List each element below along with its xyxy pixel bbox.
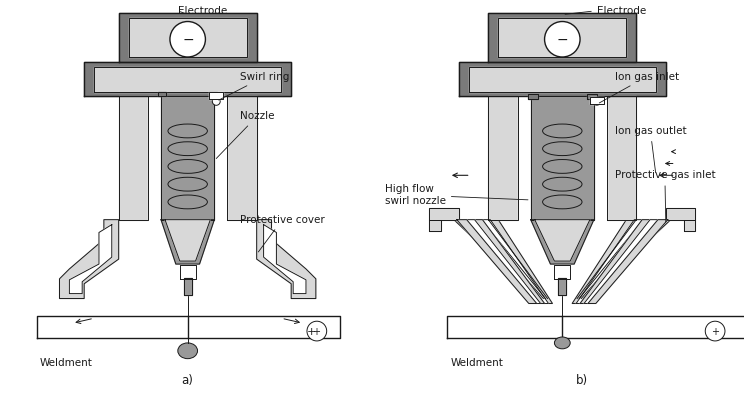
Text: Protective gas inlet: Protective gas inlet (615, 170, 715, 222)
Polygon shape (607, 96, 636, 220)
Polygon shape (558, 278, 566, 295)
Text: Protective cover: Protective cover (240, 215, 324, 252)
Polygon shape (528, 94, 538, 99)
Polygon shape (264, 224, 306, 294)
Polygon shape (148, 96, 163, 220)
Polygon shape (118, 96, 148, 220)
Text: Electrode: Electrode (565, 6, 646, 16)
Polygon shape (457, 220, 537, 303)
Polygon shape (180, 265, 195, 279)
Polygon shape (94, 67, 282, 92)
Polygon shape (158, 92, 166, 96)
Text: Weldment: Weldment (451, 358, 504, 367)
Polygon shape (447, 316, 749, 338)
Polygon shape (70, 224, 112, 294)
Polygon shape (584, 220, 660, 303)
Polygon shape (498, 18, 626, 57)
Ellipse shape (178, 343, 198, 359)
Polygon shape (590, 97, 604, 104)
Polygon shape (488, 96, 518, 220)
Polygon shape (583, 220, 664, 299)
Text: Ion gas inlet: Ion gas inlet (599, 72, 679, 103)
Polygon shape (227, 96, 257, 220)
Polygon shape (161, 220, 214, 264)
Polygon shape (454, 220, 539, 299)
Polygon shape (461, 220, 542, 299)
Text: $+$: $+$ (312, 325, 321, 336)
Polygon shape (488, 220, 553, 303)
Text: $-$: $-$ (557, 32, 568, 46)
Polygon shape (666, 208, 695, 220)
Polygon shape (579, 220, 650, 299)
Polygon shape (84, 62, 291, 96)
Polygon shape (212, 96, 227, 220)
Text: High flow
swirl nozzle: High flow swirl nozzle (385, 184, 528, 206)
Polygon shape (531, 96, 594, 220)
Text: b): b) (576, 374, 588, 387)
Polygon shape (161, 96, 214, 220)
Polygon shape (576, 220, 644, 303)
Circle shape (593, 97, 601, 105)
Polygon shape (588, 220, 668, 303)
Text: $+$: $+$ (711, 325, 720, 336)
Polygon shape (464, 220, 541, 303)
Polygon shape (37, 316, 341, 338)
Polygon shape (554, 265, 570, 279)
Text: a): a) (182, 374, 193, 387)
Polygon shape (480, 220, 548, 303)
Polygon shape (592, 96, 607, 220)
Polygon shape (531, 220, 594, 264)
Polygon shape (518, 96, 533, 220)
Text: $-$: $-$ (181, 32, 194, 46)
Ellipse shape (554, 337, 570, 349)
Polygon shape (257, 220, 316, 299)
Text: Swirl ring: Swirl ring (219, 72, 289, 100)
Polygon shape (129, 18, 247, 57)
Text: Weldment: Weldment (40, 358, 93, 367)
Polygon shape (475, 220, 545, 299)
Polygon shape (118, 13, 257, 62)
Circle shape (545, 22, 580, 57)
Polygon shape (210, 92, 223, 99)
Circle shape (170, 22, 205, 57)
Polygon shape (581, 220, 657, 299)
Polygon shape (684, 220, 695, 231)
Text: Electrode: Electrode (178, 6, 227, 16)
Polygon shape (429, 220, 441, 231)
Circle shape (706, 321, 725, 341)
Polygon shape (429, 208, 459, 220)
Text: Nozzle: Nozzle (216, 111, 274, 158)
Polygon shape (572, 220, 636, 303)
Polygon shape (586, 220, 671, 299)
Text: Ion gas outlet: Ion gas outlet (615, 126, 686, 173)
Polygon shape (580, 220, 652, 303)
Polygon shape (482, 220, 548, 299)
Polygon shape (467, 220, 543, 299)
Circle shape (307, 321, 327, 341)
Polygon shape (473, 220, 545, 303)
Polygon shape (184, 278, 192, 295)
Polygon shape (535, 220, 590, 261)
Polygon shape (587, 94, 597, 99)
Polygon shape (59, 220, 118, 299)
Polygon shape (210, 92, 217, 96)
Polygon shape (577, 220, 643, 299)
Circle shape (212, 97, 220, 105)
Text: $+$: $+$ (306, 325, 316, 336)
Polygon shape (165, 220, 210, 261)
Polygon shape (469, 67, 656, 92)
Polygon shape (488, 13, 636, 62)
Polygon shape (459, 62, 666, 96)
